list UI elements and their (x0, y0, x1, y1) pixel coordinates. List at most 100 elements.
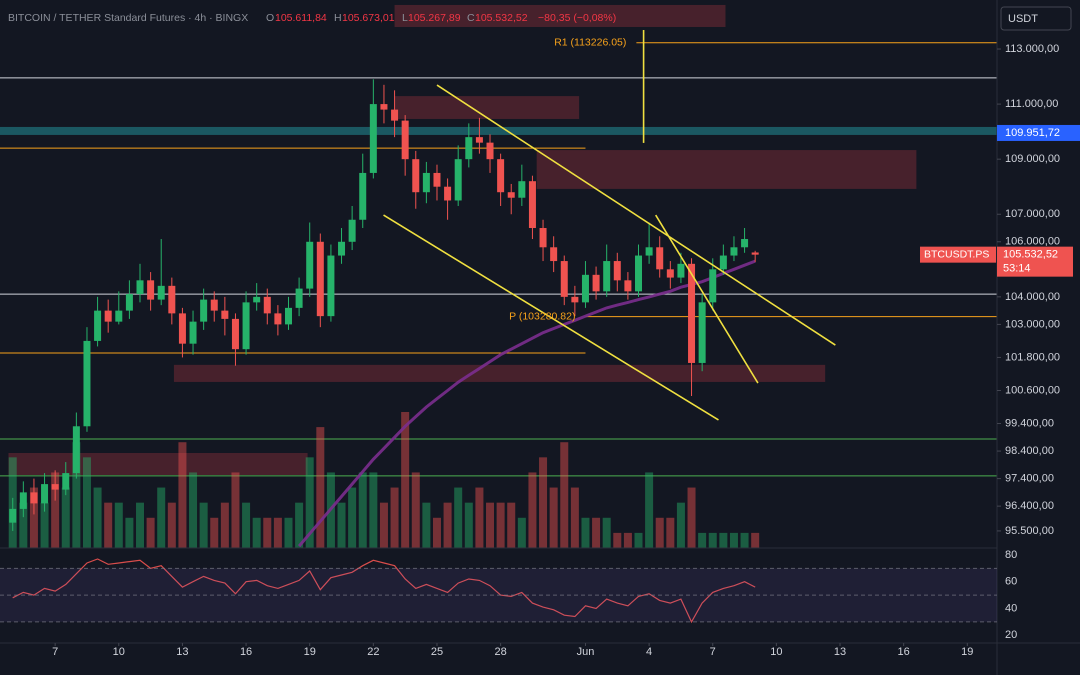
volume-bar (220, 502, 229, 548)
rsi-tick-label: 60 (1005, 576, 1017, 588)
candle-body (380, 104, 388, 110)
currency[interactable]: USDT (1008, 13, 1038, 25)
candle-body (231, 318, 239, 350)
x-tick-label: 7 (710, 646, 716, 658)
volume-bar (199, 502, 208, 548)
volume-bar (379, 502, 388, 548)
countdown: 53:14 (1003, 263, 1031, 275)
candle-body (210, 299, 218, 311)
plot (8, 30, 836, 624)
volume-bar (676, 502, 685, 548)
candle-body (19, 492, 27, 509)
currency-box[interactable] (1000, 6, 1072, 31)
rsi-line (12, 558, 756, 624)
trendline (383, 214, 719, 421)
volume-bar (708, 532, 717, 548)
candle-body (497, 159, 505, 193)
candle-body (507, 192, 515, 198)
x-tick-label: 19 (304, 646, 316, 658)
x-tick-label: 10 (770, 646, 782, 658)
volume-bar (93, 487, 102, 548)
candle-body (136, 280, 144, 295)
x-tick-label: Jun (577, 646, 595, 658)
volume-bar (443, 502, 452, 548)
volume-bar (146, 517, 155, 548)
volume-bar (136, 502, 145, 548)
candle-body (295, 288, 303, 308)
volume-bar (72, 442, 81, 548)
x-tick-label: 4 (646, 646, 652, 658)
candle-body (719, 255, 727, 270)
candle-body (221, 310, 229, 319)
candle-body (83, 340, 91, 427)
candle-body (571, 296, 579, 303)
candle-body (592, 274, 600, 292)
volume-bar (719, 532, 728, 548)
volume-bar (655, 517, 664, 548)
volume-bar (263, 517, 272, 548)
low-label: L (402, 12, 408, 24)
candle-body (624, 280, 632, 292)
candle-body (327, 255, 335, 317)
volume-bar (231, 472, 240, 548)
volume-bar (252, 517, 261, 548)
candle-body (200, 299, 208, 322)
candle-body (359, 172, 367, 220)
level-label: R1 (113226.05) (554, 37, 626, 49)
volume-bar (337, 502, 346, 548)
volume-bar (104, 502, 113, 548)
y-tick-label: 95.500,00 (1005, 525, 1054, 537)
volume-bar (401, 412, 410, 548)
volume-bar (358, 472, 367, 548)
volume-bar (581, 517, 590, 548)
candle-body (242, 302, 250, 350)
candle-body (115, 310, 123, 322)
zones (0, 4, 997, 477)
volume-bar (464, 502, 473, 548)
candle-body (550, 247, 558, 262)
y-tick-label: 100.600,00 (1005, 384, 1060, 396)
x-tick-label: 19 (961, 646, 973, 658)
volume-bar (61, 487, 70, 548)
x-tick-label: 10 (113, 646, 125, 658)
trendline (655, 214, 759, 384)
candle-body (62, 473, 70, 490)
volume-bar (316, 427, 325, 548)
x-tick-label: 13 (834, 646, 846, 658)
volume-bar (125, 517, 134, 548)
candle-body (698, 302, 706, 363)
volume-bar (40, 502, 49, 548)
y-tick-label: 99.400,00 (1005, 417, 1054, 429)
volume-bar (157, 487, 166, 548)
candle-body (401, 120, 409, 160)
volume-bar (242, 502, 251, 548)
volume-bar (496, 502, 505, 548)
volume-bar (740, 532, 749, 548)
x-tick-label: 28 (494, 646, 506, 658)
candle-body (306, 241, 314, 289)
candle-body (454, 159, 462, 201)
volume-bar (666, 517, 675, 548)
close-label: C (467, 12, 475, 24)
candle-body (30, 492, 38, 504)
volume-bar (602, 517, 611, 548)
volume-bar (539, 457, 548, 548)
candle-body (539, 228, 547, 248)
volume-bar (284, 517, 293, 548)
candle-body (518, 181, 526, 198)
candle-body (603, 261, 611, 292)
zone (394, 4, 726, 27)
candle-body (338, 241, 346, 256)
candle-body (666, 269, 674, 278)
candle-body (178, 313, 186, 344)
open-label: O (266, 12, 274, 24)
rsi-tick-label: 40 (1005, 602, 1017, 614)
last-price-label: 105.532,52 (1003, 249, 1058, 261)
volume-bar (369, 472, 378, 548)
zone (394, 96, 580, 119)
marked-price-label: 109.951,72 (1005, 127, 1060, 139)
volume-bar (305, 457, 314, 548)
candle-body (528, 181, 536, 229)
last-price-tag (997, 246, 1073, 277)
candle-body (730, 247, 738, 256)
